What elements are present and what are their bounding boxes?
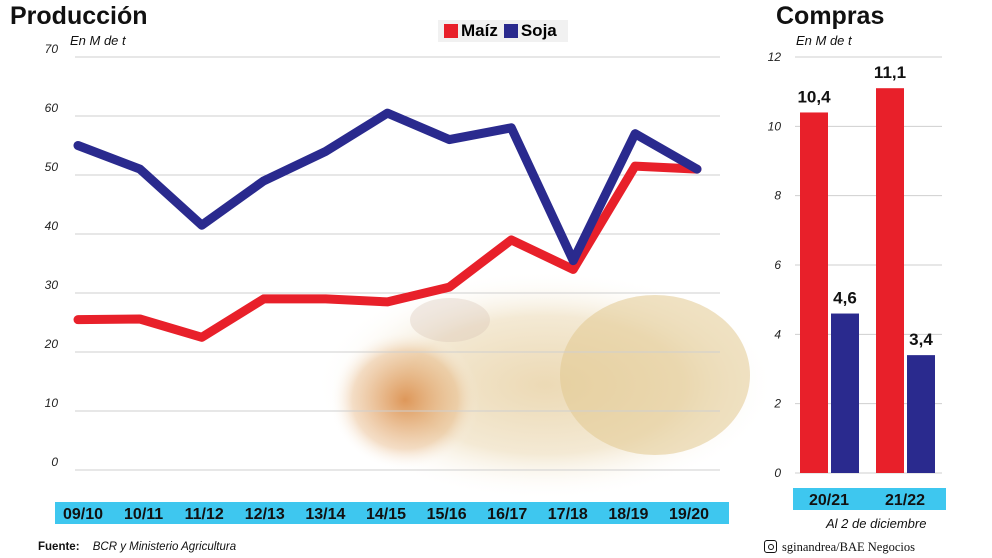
bar-maíz [800,112,828,473]
bar-y-tick-label: 0 [774,466,781,480]
source-label: Fuente: [38,541,80,553]
bar-x-tick-label: 21/22 [885,492,925,509]
legend-soja-label: Soja [520,21,557,40]
legend-maiz-swatch [444,24,458,38]
date-note: Al 2 de diciembre [826,516,927,531]
x-tick-label: 13/14 [305,506,345,523]
x-tick-label: 17/18 [548,506,588,523]
bar-value-label: 3,4 [909,330,933,349]
bar-y-tick-label: 10 [768,119,782,133]
bar-y-tick-label: 4 [774,327,781,341]
y-tick-label: 30 [45,278,59,292]
credit-text: sginandrea/BAE Negocios [782,540,915,554]
y-tick-label: 50 [45,160,59,174]
bar-value-label: 4,6 [833,289,857,308]
bar-soja [907,355,935,473]
credit: sginandrea/BAE Negocios [764,540,915,555]
source-footer: Fuente: BCR y Ministerio Agricultura [38,541,236,553]
purchases-title: Compras [776,2,885,30]
production-title: Producción [10,2,148,30]
production-unit: En M de t [70,33,126,48]
y-tick-label: 20 [44,337,59,351]
purchases-unit: En M de t [796,33,852,48]
x-tick-label: 16/17 [487,506,527,523]
legend-maiz-label: Maíz [461,21,498,40]
x-tick-label: 15/16 [427,506,467,523]
y-tick-label: 10 [45,396,59,410]
y-tick-label: 70 [45,42,59,56]
bar-y-tick-label: 12 [768,50,782,64]
source-text: BCR y Ministerio Agricultura [92,541,237,553]
x-tick-label: 18/19 [608,506,648,523]
x-tick-label: 19/20 [669,506,709,523]
bar-y-tick-label: 8 [774,189,781,203]
x-tick-label: 14/15 [366,506,406,523]
x-tick-label: 12/13 [245,506,285,523]
y-tick-label: 0 [51,455,58,469]
x-tick-label: 10/11 [124,506,163,523]
bar-y-tick-label: 2 [773,397,781,411]
legend-soja-swatch [503,24,518,38]
bar-soja [831,313,859,473]
category-band [55,502,729,524]
bar-y-tick-label: 6 [774,258,781,272]
x-tick-label: 09/10 [63,506,103,523]
series-line-maíz [73,161,702,342]
bar-maíz [876,88,904,473]
bar-value-label: 10,4 [797,87,831,106]
instagram-icon [764,540,777,553]
bar-value-label: 11,1 [874,63,906,82]
series-line-soja [73,108,702,266]
bar-x-tick-label: 20/21 [809,492,849,509]
grain-photo-background [315,270,775,500]
y-tick-label: 60 [45,101,59,115]
x-tick-label: 11/12 [185,506,224,523]
bar-category-band [793,488,946,510]
legend: Maíz Soja [438,20,568,42]
y-tick-label: 40 [45,219,59,233]
